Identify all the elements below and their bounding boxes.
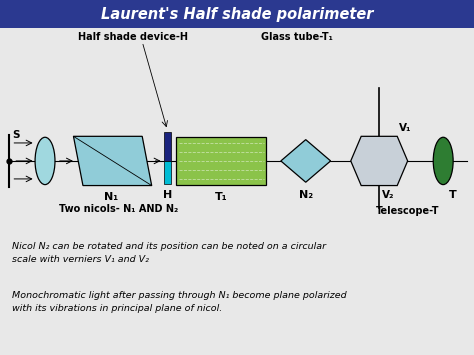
Ellipse shape — [433, 137, 453, 185]
Text: Monochromatic light after passing through N₁ become plane polarized
with its vib: Monochromatic light after passing throug… — [12, 291, 346, 313]
Text: Glass tube-T₁: Glass tube-T₁ — [261, 32, 333, 42]
Ellipse shape — [35, 137, 55, 185]
Text: Two nicols- N₁ AND N₂: Two nicols- N₁ AND N₂ — [59, 203, 178, 214]
Text: Nicol N₂ can be rotated and its position can be noted on a circular
scale with v: Nicol N₂ can be rotated and its position… — [12, 242, 326, 264]
Text: Laurent's Half shade polarimeter: Laurent's Half shade polarimeter — [101, 7, 373, 22]
Text: T: T — [449, 190, 456, 200]
Polygon shape — [281, 140, 331, 182]
Text: N₁: N₁ — [104, 192, 118, 202]
Text: Telescope-T: Telescope-T — [376, 206, 439, 216]
Bar — [164, 161, 171, 184]
Text: V₁: V₁ — [399, 122, 411, 132]
Bar — [176, 137, 266, 185]
Text: N₂: N₂ — [299, 190, 313, 200]
FancyBboxPatch shape — [0, 0, 474, 28]
Text: T₁: T₁ — [215, 192, 228, 202]
Text: S: S — [12, 130, 19, 140]
Text: H: H — [163, 190, 172, 200]
Text: Half shade device-H: Half shade device-H — [78, 32, 188, 42]
Bar — [164, 132, 171, 161]
Polygon shape — [73, 136, 152, 186]
Polygon shape — [351, 136, 408, 186]
Text: V₂: V₂ — [382, 190, 394, 200]
